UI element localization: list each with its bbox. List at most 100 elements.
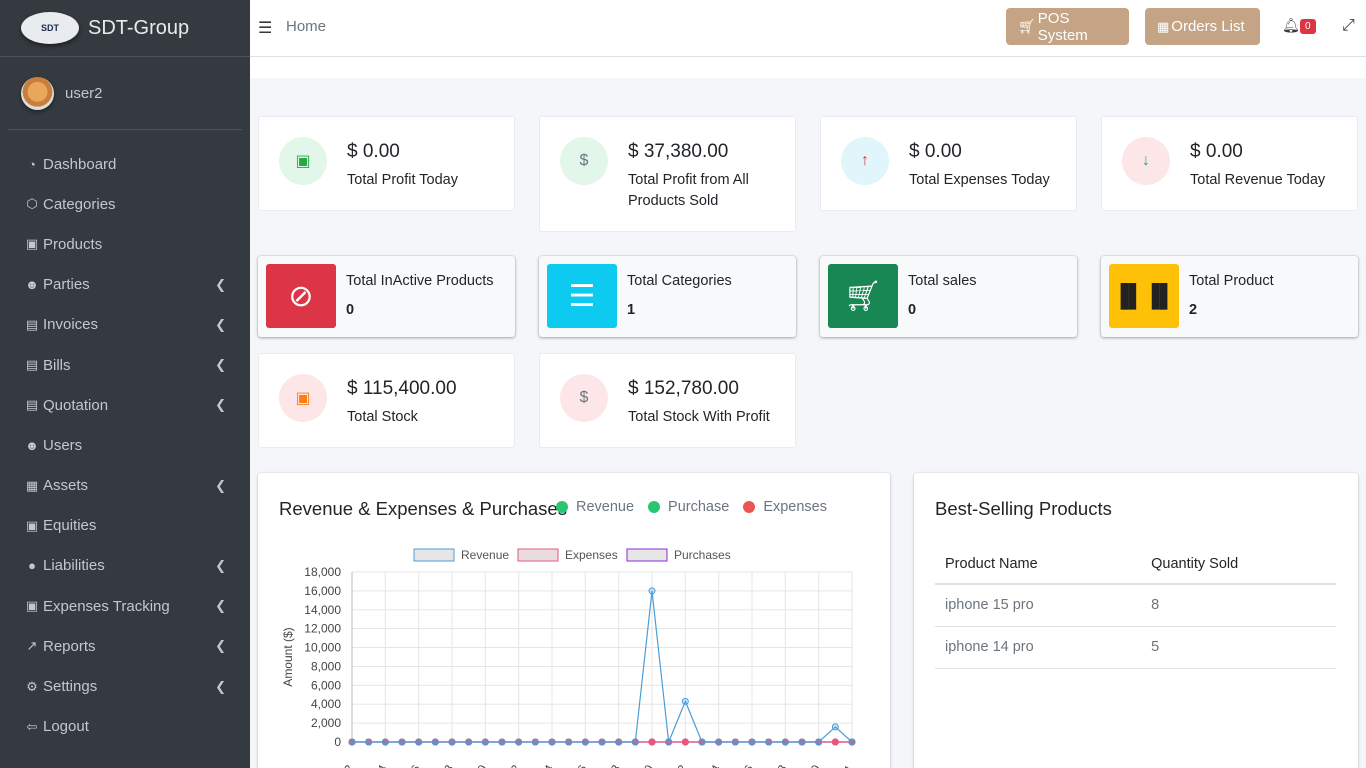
revenue-line-chart: 0 2,000 4,000 6,000 8,000 10,000 12,000 14,000 1… — [281, 548, 857, 768]
stat-card: ↓ $ 0.00 Total Revenue Today — [1101, 116, 1358, 211]
y-tick-label: 8,000 — [311, 659, 341, 673]
brand-name: SDT-Group — [88, 16, 190, 39]
chevron-left-icon: ❮ — [215, 397, 226, 413]
sidebar-item-dashboard[interactable]: ◔ Dashboard — [0, 144, 250, 184]
legend-label: Revenue — [461, 548, 509, 562]
grid-icon: ▦ — [1157, 18, 1170, 34]
data-point — [498, 738, 506, 746]
brand-link[interactable]: SDT SDT-Group — [0, 0, 250, 57]
summary-box: ⊘ Total InActive Products 0 — [258, 256, 515, 337]
sidebar-item-settings[interactable]: ⚙ Settings ❮ — [0, 666, 250, 706]
stat-card: $ $ 37,380.00 Total Profit from All Prod… — [539, 116, 796, 232]
sidebar-item-expenses-tracking[interactable]: ▣ Expenses Tracking ❮ — [0, 586, 250, 626]
sidebar-item-categories[interactable]: ⬡ Categories — [0, 184, 250, 224]
x-tick-label: 20 — [638, 762, 657, 768]
fullscreen-icon[interactable]: ⤢ — [1342, 17, 1355, 34]
legend-dot-item[interactable]: Expenses — [743, 499, 827, 515]
x-tick-label: 08 — [438, 762, 457, 768]
avatar — [21, 76, 54, 110]
briefcase-icon: ▣ — [25, 517, 39, 533]
file-icon: ▤ — [25, 316, 39, 332]
data-point — [381, 738, 389, 746]
legend-swatch — [413, 548, 455, 562]
sidebar-item-invoices[interactable]: ▤ Invoices ❮ — [0, 305, 250, 345]
sidebar-item-bills[interactable]: ▤ Bills ❮ — [0, 345, 250, 385]
hamburger-icon[interactable]: ☰ — [258, 20, 273, 37]
sidebar-item-label: Assets — [43, 477, 89, 495]
best-selling-card: Best-Selling Products Product Name Quant… — [914, 473, 1358, 768]
data-point — [631, 738, 639, 746]
quantity-cell: 5 — [1141, 626, 1336, 669]
summary-box: 🛒︎ Total sales 0 — [820, 256, 1077, 337]
barcode-icon: ▐▌▐▌ — [1109, 264, 1179, 328]
users-icon: ☻ — [25, 277, 39, 293]
legend-label: Purchases — [674, 548, 731, 562]
sidebar-item-equities[interactable]: ▣ Equities — [0, 506, 250, 546]
home-link[interactable]: Home — [286, 18, 327, 35]
stat-card: $ $ 152,780.00 Total Stock With Profit — [539, 353, 796, 448]
sidebar-item-label: Quotation — [43, 396, 109, 414]
stat-label: Total Stock With Profit — [628, 409, 770, 425]
y-tick-label: 6,000 — [311, 678, 341, 692]
data-point — [731, 738, 739, 746]
y-tick-label: 2,000 — [311, 716, 341, 730]
orders-list-button[interactable]: ▦ Orders List — [1145, 8, 1260, 45]
data-point — [748, 738, 756, 746]
data-point — [365, 738, 373, 746]
sidebar-item-label: Settings — [43, 678, 98, 696]
user-panel[interactable]: user2 — [8, 57, 242, 130]
sidebar-item-products[interactable]: ▣ Products — [0, 224, 250, 264]
pos-system-button[interactable]: 🛒︎ POS System — [1006, 8, 1129, 45]
data-point — [448, 738, 456, 746]
sidebar-item-label: Reports — [43, 637, 96, 655]
sidebar-item-users[interactable]: ☻ Users — [0, 425, 250, 465]
ban-icon: ⊘ — [266, 264, 336, 328]
chevron-left-icon: ❮ — [215, 357, 226, 373]
data-point — [715, 738, 723, 746]
money-icon: ▣ — [25, 598, 39, 614]
sidebar-item-label: Logout — [43, 718, 89, 736]
legend-dot-label: Expenses — [763, 499, 827, 515]
stat-value: $ 37,380.00 — [628, 141, 729, 162]
legend-dot-item[interactable]: Purchase — [648, 499, 729, 515]
y-tick-label: 4,000 — [311, 697, 341, 711]
table-row: iphone 14 pro 5 — [935, 626, 1336, 669]
x-tick-label: 22 — [671, 762, 690, 768]
stat-label: Total Profit Today — [347, 172, 458, 188]
summary-box: ▐▌▐▌ Total Product 2 — [1101, 256, 1358, 337]
sidebar-item-label: Products — [43, 235, 103, 253]
chart-card-title: Revenue & Expenses & Purchases — [279, 498, 567, 519]
sidebar-item-logout[interactable]: ⇦ Logout — [0, 707, 250, 747]
legend-dot-label: Purchase — [668, 499, 730, 515]
bell-icon[interactable]: 🔔︎ — [1282, 17, 1300, 33]
data-point — [681, 738, 689, 746]
users-icon: ☻ — [25, 437, 39, 453]
chevron-left-icon: ❮ — [215, 598, 226, 614]
sidebar-item-label: Equities — [43, 517, 97, 535]
legend-label: Expenses — [565, 548, 618, 562]
data-point — [415, 738, 423, 746]
stat-card: ↑ $ 0.00 Total Expenses Today — [820, 116, 1077, 211]
column-header: Product Name — [935, 544, 1142, 585]
box-icon: ▣ — [279, 374, 327, 422]
sidebar-item-label: Liabilities — [43, 557, 105, 575]
stat-value: $ 0.00 — [909, 141, 962, 162]
sidebar-item-quotation[interactable]: ▤ Quotation ❮ — [0, 385, 250, 425]
summary-box: ☰ Total Categories 1 — [539, 256, 796, 337]
sidebar-item-liabilities[interactable]: ● Liabilities ❮ — [0, 546, 250, 586]
sidebar-item-reports[interactable]: ↗ Reports ❮ — [0, 626, 250, 666]
data-point — [598, 738, 606, 746]
x-tick-label: 10 — [471, 762, 490, 768]
sidebar-item-assets[interactable]: ▦ Assets ❮ — [0, 466, 250, 506]
chart-legend-dots: Revenue Purchase Expenses — [556, 499, 827, 515]
stat-label: Total Stock — [347, 409, 418, 425]
sidebar-item-parties[interactable]: ☻ Parties ❮ — [0, 265, 250, 305]
legend-dot-item[interactable]: Revenue — [556, 499, 634, 515]
file-icon: ▤ — [25, 357, 39, 373]
summary-value: 2 — [1189, 302, 1198, 318]
data-point — [431, 738, 439, 746]
stat-value: $ 0.00 — [1190, 141, 1243, 162]
x-tick-label: 18 — [604, 762, 623, 768]
x-tick-label: 14 — [538, 762, 557, 768]
alert-icon: ● — [28, 558, 36, 574]
